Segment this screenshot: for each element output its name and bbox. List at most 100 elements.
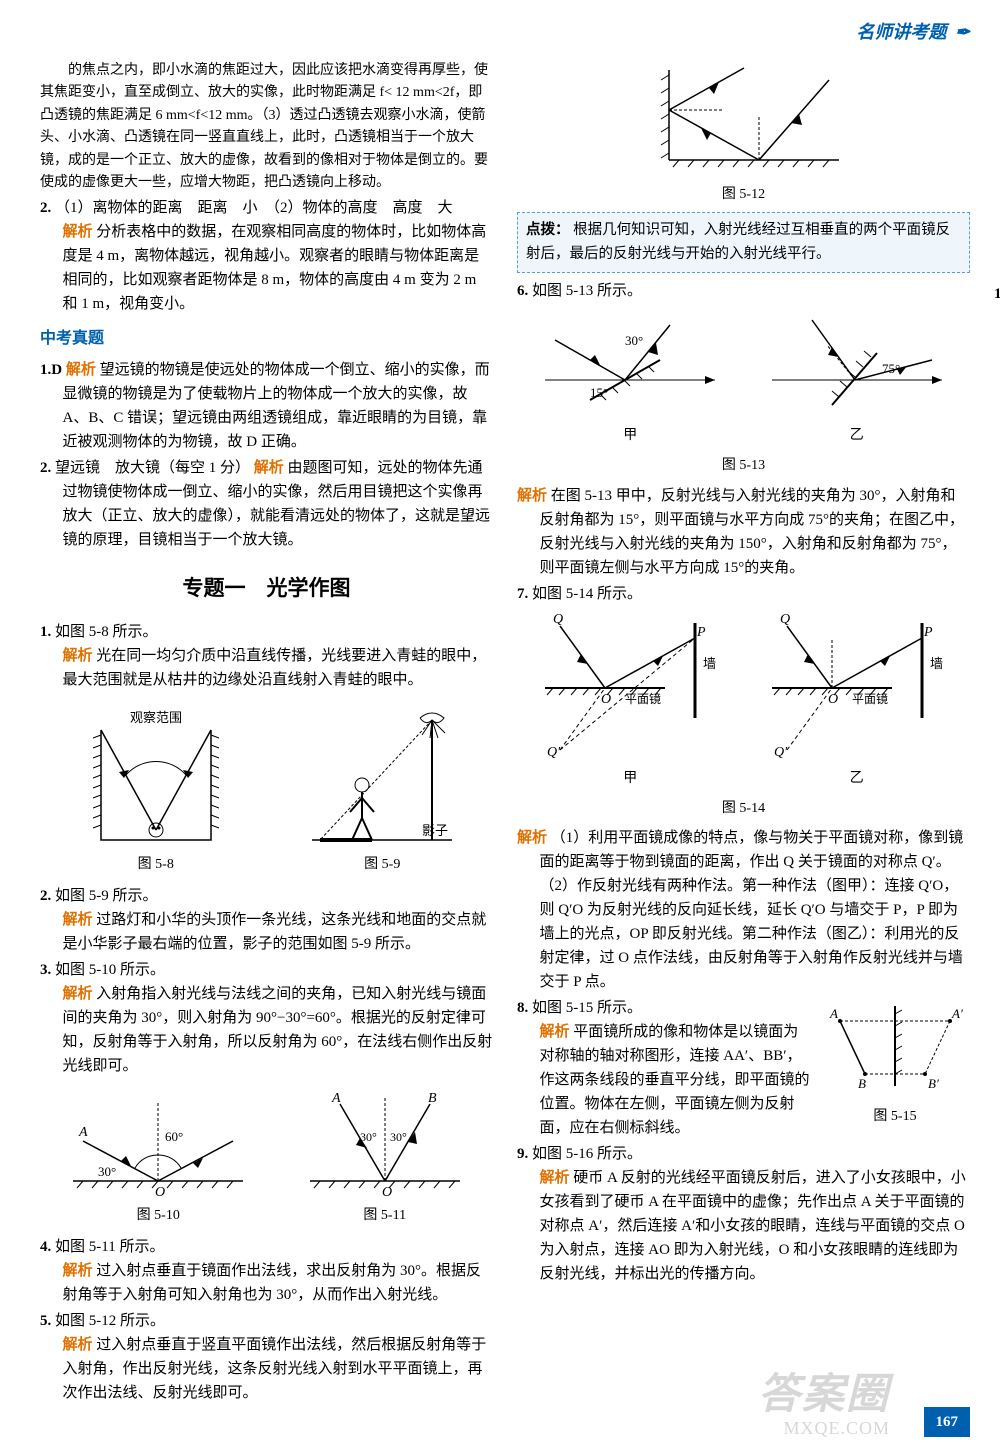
t7-jiexi-text: （1）利用平面镜成像的特点，像与物关于平面镜对称，像到镜面的距离等于物到镜面的距… [540,830,964,990]
svg-text:30°: 30° [98,1164,116,1179]
topic-title: 专题一 光学作图 [40,572,493,606]
t6-jiexi-text: 在图 5-13 甲中，反射光线与入射光线的夹角为 30°，入射角和反射角都为 1… [540,488,965,576]
t2-jiexi: 过路灯和小华的头顶作一条光线，这条光线和地面的交点就是小华影子最右端的位置，影子… [63,912,487,952]
t7-text: 如图 5-14 所示。 [532,586,642,602]
svg-text:墙: 墙 [703,656,716,671]
fig-5-11: A B 30° 30° O [300,1086,470,1201]
svg-text:O: O [601,692,611,707]
jiexi-label: 解析 [63,912,93,928]
fig514-yi: 乙 [752,768,962,790]
watermark-url: MXQE.COM [783,1414,890,1443]
svg-text:Q′: Q′ [547,745,561,758]
fig-5-14-jia: 墙 Q P O Q′ 平面镜 [525,608,735,758]
t6-jiexi: 解析 在图 5-13 甲中，反射光线与入射光线的夹角为 30°，入射角和反射角都… [517,484,970,580]
svg-text:75°: 75° [882,361,900,376]
intro-continuation: 的焦点之内，即小水滴的焦距过大，因此应该把水滴变得再厚些，使其焦距变小，直至成倒… [40,60,493,194]
t7: 7. 如图 5-14 所示。 [517,582,970,606]
t5-jiexi: 过入射点垂直于竖直平面镜作出法线，然后根据反射角等于入射角，作出反射光线，这条反… [63,1337,487,1401]
svg-text:观察范围: 观察范围 [130,710,182,725]
fig-5-14-yi: 墙 Q P O Q′ 平面镜 [752,608,962,758]
fig-5-9: 影子 [302,700,462,850]
t5-text: 如图 5-12 所示。 [55,1313,165,1329]
fig514-label: 图 5-14 [517,798,970,820]
t8-prefix: 8. [517,1000,528,1016]
svg-text:O: O [382,1185,392,1200]
svg-text:Q′: Q′ [774,745,788,758]
jiexi-label: 解析 [540,1024,570,1040]
t9-text: 如图 5-16 所示。 [532,1146,642,1162]
t9-jiexi-text: 硬币 A 反射的光线经平面镜反射后，进入了小女孩眼中，小女孩看到了硬币 A 在平… [540,1170,966,1282]
jiexi-label: 解析 [517,830,547,846]
svg-text:B: B [428,1091,437,1106]
fig-5-15: A B A′ B′ [820,996,970,1096]
q2-jiexi: 分析表格中的数据，在观察相同高度的物体时，比如物体高度是 4 m，离物体越远，视… [63,224,487,312]
header-title: 名师讲考题 [856,22,946,42]
fig510-label: 图 5-10 [63,1205,253,1227]
q2-ans: （1）离物体的距离 距离 小 （2）物体的高度 高度 大 [55,200,453,216]
fig513-yi: 乙 [757,425,957,447]
svg-text:A′: A′ [951,1006,963,1021]
t2: 2. 如图 5-9 所示。 解析 过路灯和小华的头顶作一条光线，这条光线和地面的… [40,884,493,956]
svg-text:O: O [828,692,838,707]
svg-text:30°: 30° [625,333,643,348]
t1-jiexi: 光在同一均匀介质中沿直线传播，光线要进入青蛙的眼中，最大范围就是从枯井的边缘处沿… [63,648,487,688]
t6-prefix: 6. [517,283,528,299]
t1-prefix: 1. [40,624,51,640]
svg-text:P: P [696,625,706,640]
fig-5-12 [517,60,970,180]
fig-5-15-wrap: A B A′ B′ 图 5-15 [820,996,970,1134]
svg-text:60°: 60° [165,1129,183,1144]
fig-5-13-yi: 75° [757,305,957,415]
t2-prefix: 2. [40,888,51,904]
t3-jiexi: 入射角指入射光线与法线之间的夹角，已知入射光线与镜面间的夹角为 30°，则入射角… [63,986,493,1074]
t10: 10. 如图 5-17 所示。 解析 迎着月光走，月光（月亮反射的太阳光）照射到… [994,282,1000,330]
svg-text:平面镜: 平面镜 [852,691,888,706]
svg-text:影子: 影子 [422,823,448,838]
t9: 9. 如图 5-16 所示。 解析 硬币 A 反射的光线经平面镜反射后，进入了小… [517,1142,970,1286]
jiexi-label: 解析 [63,1263,93,1279]
svg-text:B: B [858,1076,866,1091]
svg-text:30°: 30° [360,1130,377,1144]
page-number: 167 [924,1407,971,1437]
fig-row-8-9: 观察范围 图 5-8 [40,694,493,882]
t4: 4. 如图 5-11 所示。 解析 过入射点垂直于镜面作出法线，求出反射角为 3… [40,1235,493,1307]
t7-jiexi: 解析 （1）利用平面镜成像的特点，像与物关于平面镜对称，像到镜面的距离等于物到镜… [517,826,970,994]
zk2-ans: 望远镜 放大镜（每空 1 分） [55,460,250,476]
svg-text:O: O [155,1185,165,1200]
t3: 3. 如图 5-10 所示。 解析 入射角指入射光线与法线之间的夹角，已知入射光… [40,958,493,1078]
t8-jiexi-text: 平面镜所成的像和物体是以镜面为对称轴的轴对称图形，连接 AA′、BB′，作这两条… [540,1024,810,1136]
zk1-jiexi: 望远镜的物镜是使远处的物体成一个倒立、缩小的实像，而显微镜的物镜是为了使载物片上… [63,362,490,450]
fig516-label: 图 5-16 [994,254,1000,276]
jiexi-label: 解析 [63,648,93,664]
q2-prefix: 2. [40,200,51,216]
zhongkao-title: 中考真题 [40,326,493,352]
fig-row-13: 30° 15° 甲 75° 乙 [517,305,970,453]
pen-icon: ✒ [955,18,970,47]
t7-prefix: 7. [517,586,528,602]
tip-box: 点拨： 根据几何知识可知，入射光线经过互相垂直的两个平面镜反射后，最后的反射光线… [517,212,970,272]
svg-text:A: A [331,1091,341,1106]
jiexi-label: 解析 [254,460,284,476]
t6: 6. 如图 5-13 所示。 [517,279,970,303]
t4-jiexi: 过入射点垂直于镜面作出法线，求出反射角为 30°。根据反射角等于入射角可知入射角… [63,1263,482,1303]
t2-text: 如图 5-9 所示。 [55,888,158,904]
zk1-prefix: 1.D [40,362,62,378]
fig514-jia: 甲 [525,768,735,790]
svg-text:B′: B′ [928,1076,939,1091]
t8-text: 如图 5-15 所示。 [532,1000,642,1016]
tip-text: 根据几何知识可知，入射光线经过互相垂直的两个平面镜反射后，最后的反射光线与开始的… [526,222,950,261]
t5: 5. 如图 5-12 所示。 解析 过入射点垂直于竖直平面镜作出法线，然后根据反… [40,1309,493,1405]
svg-text:平面镜: 平面镜 [625,691,661,706]
svg-text:15°: 15° [590,385,608,400]
fig-5-13-jia: 30° 15° [530,305,730,415]
svg-text:Q: Q [780,612,790,627]
t5-prefix: 5. [40,1313,51,1329]
fig-5-16: M N A A′ O [994,60,1000,250]
jiexi-label: 解析 [63,986,93,1002]
zk2: 2. 望远镜 放大镜（每空 1 分） 解析 由题图可知，远处的物体先通过物镜使物… [40,456,493,552]
page-content: 的焦点之内，即小水滴的焦距过大，因此应该把水滴变得再厚些，使其焦距变小，直至成倒… [40,60,970,1419]
jiexi-label: 解析 [63,224,93,240]
svg-text:P: P [923,625,933,640]
fig513-jia: 甲 [530,425,730,447]
fig59-label: 图 5-9 [302,854,462,876]
